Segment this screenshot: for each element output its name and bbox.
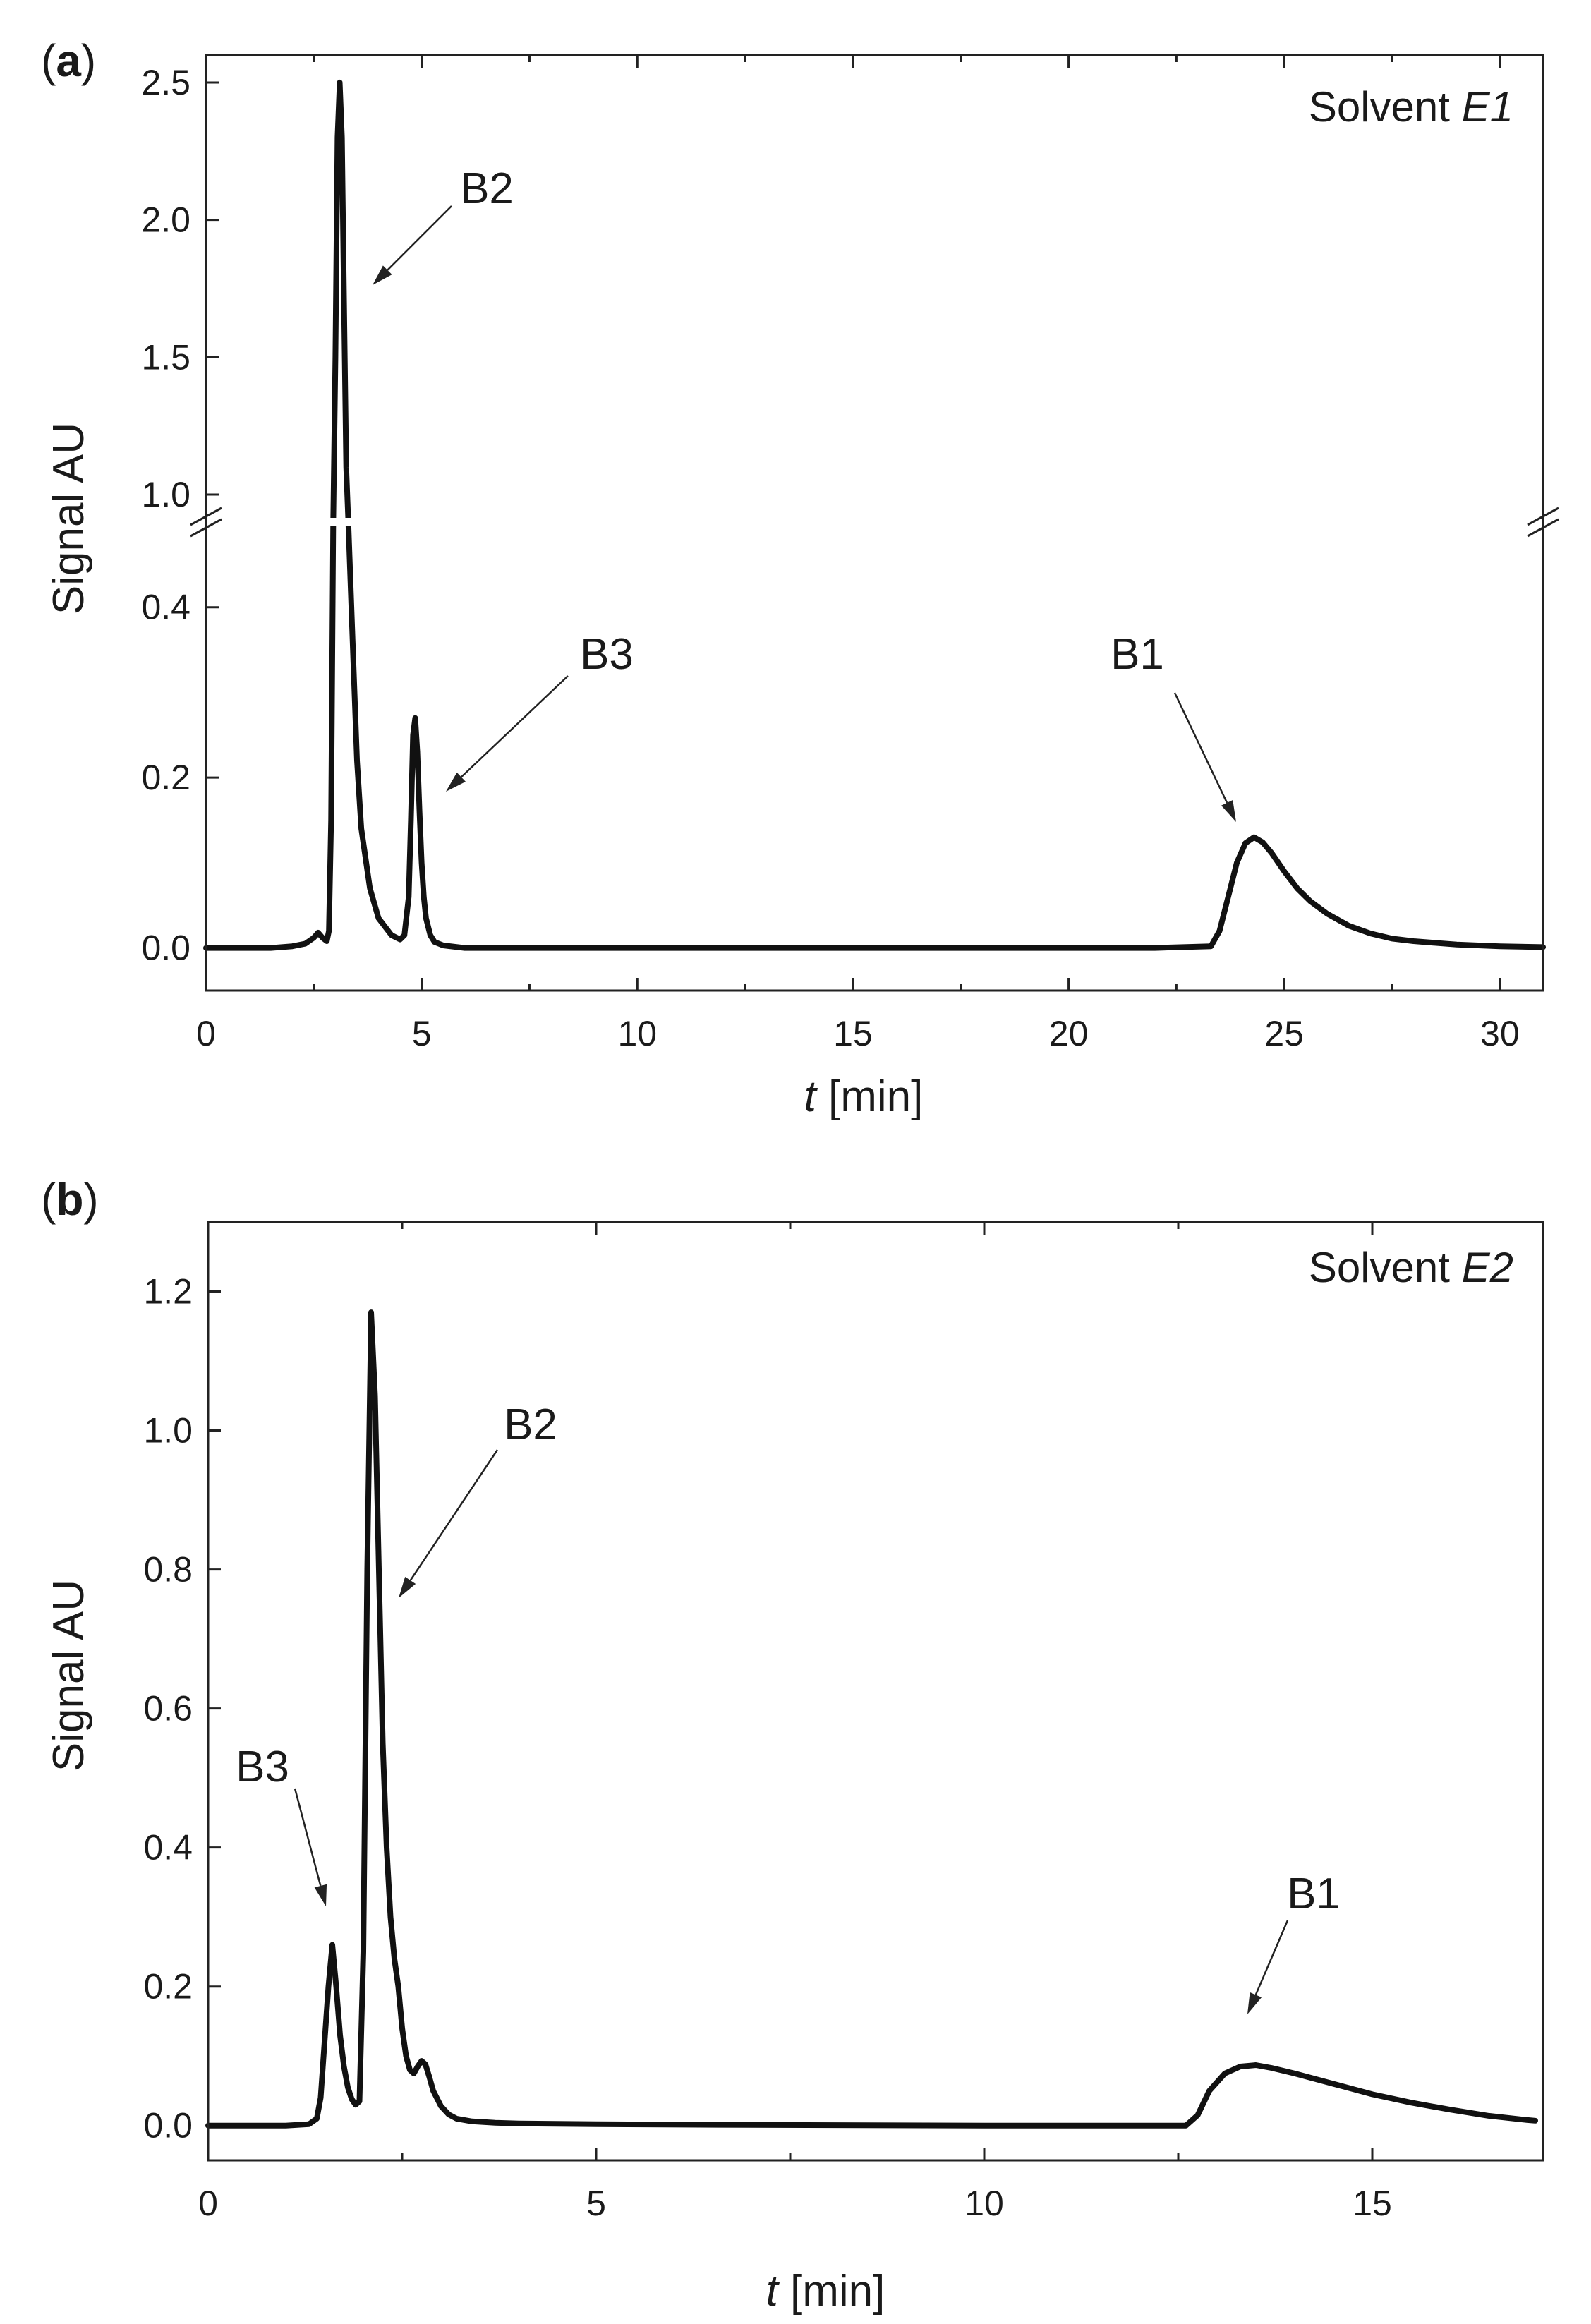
panel-b-arrow-b3-head (314, 1884, 327, 1906)
panel-b-label: (b) (41, 1174, 99, 1225)
panel-a-x-tick-label: 5 (412, 1014, 432, 1053)
panel-a-x-tick-label: 30 (1480, 1014, 1520, 1053)
panel-a-arrow-b1 (1173, 692, 1236, 822)
panel-a-arrow-b3-line (460, 675, 569, 778)
panel-b-x-tick-label: 0 (198, 2184, 218, 2223)
panel-b-arrow-b3-line (294, 1788, 322, 1887)
panel-a-y-tick-label: 1.5 (141, 337, 190, 377)
panel-a-y-tick-label: 0.0 (141, 928, 190, 968)
panel-a-y-axis-title: Signal AU (44, 423, 93, 615)
panel-b-arrow-b2-head (399, 1577, 416, 1598)
panel-b: (b) Solvent E2 Signal AU t [min] 0 5 10 15 … (41, 1174, 1544, 2316)
panel-b-y-tick-label: 0.0 (143, 2106, 193, 2146)
panel-a-ticks (205, 55, 1501, 991)
panel-a-x-tick-labels: 0 5 10 15 20 25 30 (196, 1014, 1520, 1053)
panel-a-arrow-b3-head (446, 772, 466, 792)
panel-b-ticks (207, 1222, 1374, 2160)
panel-a-arrow-b2-line (387, 205, 452, 271)
panel-b-y-tick-labels: 0.0 0.2 0.4 0.6 0.8 1.0 1.2 (143, 1272, 193, 2146)
panel-b-series (205, 1309, 1538, 2129)
panel-b-x-axis-title: t [min] (766, 2267, 885, 2316)
panel-a-peak-label-b3: B3 (580, 630, 634, 679)
panel-a-arrow-b2 (373, 205, 452, 285)
panel-b-y-tick-label: 0.4 (143, 1828, 193, 1868)
panel-a-plot-frame (205, 54, 1544, 992)
panel-b-series-line (205, 1309, 1538, 2129)
panel-a-y-tick-label: 1.0 (141, 475, 190, 514)
panel-b-arrow-b3 (294, 1788, 327, 1906)
panel-a-label: (a) (41, 35, 96, 86)
panel-b-arrow-b2-line (409, 1449, 499, 1581)
panel-a-solvent-label: Solvent E1 (1309, 83, 1513, 131)
panel-a-x-tick-label: 15 (833, 1014, 873, 1053)
panel-a-y-tick-label: 2.0 (141, 200, 190, 240)
panel-a-x-tick-label: 0 (196, 1014, 216, 1053)
panel-a: (a) Solvent E1 Signal AU t [min] 0 5 10 15 2… (41, 35, 1559, 1121)
panel-b-peak-label-b3: B3 (236, 1743, 289, 1791)
panel-a-break-gap-curve (318, 518, 361, 526)
panel-a-y-tick-label: 0.2 (141, 758, 190, 797)
panel-a-series (203, 79, 1546, 951)
panel-b-peak-label-b1: B1 (1287, 1870, 1341, 1918)
panel-b-peak-label-b2: B2 (504, 1400, 557, 1449)
panel-b-arrow-b2 (399, 1449, 499, 1598)
panel-b-x-tick-label: 5 (586, 2184, 606, 2223)
panel-b-x-tick-label: 15 (1353, 2184, 1392, 2223)
panel-b-arrow-b1-line (1254, 1920, 1289, 1995)
panel-a-x-tick-label: 10 (617, 1014, 657, 1053)
panel-b-y-tick-label: 1.2 (143, 1272, 193, 1312)
panel-a-arrow-b1-line (1173, 692, 1228, 804)
panel-b-arrow-b1-head (1247, 1992, 1262, 2014)
panel-a-x-tick-label: 20 (1049, 1014, 1089, 1053)
panel-a-x-tick-label: 25 (1264, 1014, 1304, 1053)
panel-b-y-tick-label: 0.8 (143, 1550, 193, 1590)
panel-a-y-tick-label: 0.4 (141, 588, 190, 627)
panel-b-x-tick-labels: 0 5 10 15 (198, 2184, 1392, 2223)
panel-b-y-axis-title: Signal AU (44, 1580, 93, 1772)
panel-b-y-tick-label: 0.2 (143, 1967, 193, 2007)
panel-b-annotations: B3 B2 B1 (236, 1400, 1341, 2014)
panel-a-y-tick-labels: 0.0 0.2 0.4 1.0 1.5 2.0 2.5 (141, 63, 190, 968)
panel-a-arrow-b2-head (373, 265, 392, 285)
panel-a-peak-label-b1: B1 (1111, 630, 1164, 679)
panel-a-arrow-b1-head (1221, 800, 1236, 822)
panel-a-annotations: B2 B3 B1 (373, 164, 1236, 822)
panel-a-peak-label-b2: B2 (460, 164, 514, 213)
panel-a-x-axis-title: t [min] (804, 1072, 924, 1121)
panel-b-plot-frame (207, 1221, 1544, 2162)
panel-b-y-tick-label: 0.6 (143, 1689, 193, 1729)
panel-a-axis-break (190, 507, 1559, 538)
panel-b-solvent-label: Solvent E2 (1309, 1244, 1513, 1291)
panel-b-y-tick-label: 1.0 (143, 1411, 193, 1451)
panel-a-series-line (203, 79, 1546, 951)
panel-b-x-tick-label: 10 (964, 2184, 1004, 2223)
panel-a-arrow-b3 (446, 675, 569, 792)
panel-b-arrow-b1 (1247, 1920, 1289, 2014)
panel-a-y-tick-label: 2.5 (141, 63, 190, 102)
